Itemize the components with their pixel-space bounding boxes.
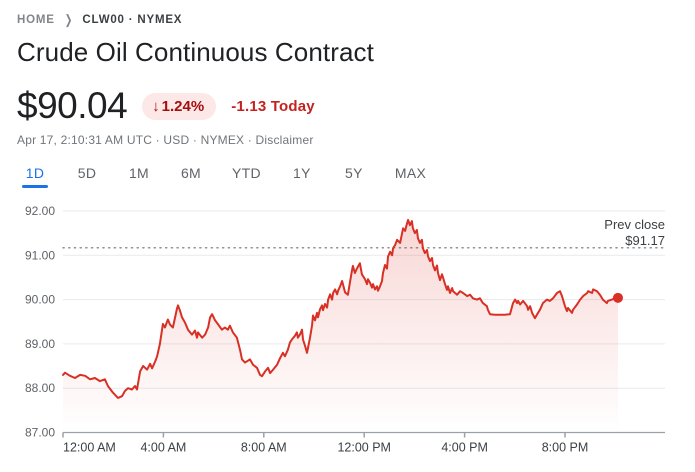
- prev-close-label: Prev close: [604, 217, 665, 232]
- y-axis-label: 92.00: [25, 204, 55, 218]
- change-badge: ↓ 1.24%: [142, 92, 217, 120]
- tab-1d[interactable]: 1D: [22, 161, 48, 188]
- chevron-right-icon: ❯: [64, 12, 73, 27]
- price-line: [62, 218, 619, 399]
- tab-1y[interactable]: 1Y: [293, 165, 311, 181]
- breadcrumb-home-link[interactable]: HOME: [17, 14, 55, 26]
- x-axis-label: 4:00 PM: [441, 441, 488, 455]
- tab-5y[interactable]: 5Y: [345, 165, 363, 181]
- tab-max[interactable]: MAX: [394, 165, 427, 181]
- y-axis-label: 88.00: [25, 381, 55, 395]
- x-axis-label: 8:00 AM: [241, 441, 287, 455]
- y-axis-label: 89.00: [25, 337, 55, 351]
- last-price-dot: [612, 292, 623, 303]
- price-row: $90.04 ↓ 1.24% -1.13 Today: [17, 85, 679, 127]
- tab-ytd[interactable]: YTD: [232, 165, 261, 181]
- y-axis-label: 90.00: [25, 293, 55, 307]
- price-area-fill: [63, 219, 618, 433]
- change-percent: 1.24%: [161, 97, 205, 115]
- breadcrumb: HOME ❯ CLW00 · NYMEX: [17, 12, 679, 28]
- disclaimer-link[interactable]: Disclaimer: [255, 133, 314, 147]
- x-axis-label: 12:00 PM: [337, 441, 391, 455]
- breadcrumb-symbol: CLW00 · NYMEX: [82, 14, 183, 26]
- chart-container: 92.00 91.00 90.00 89.00 88.00 87.00 12:00 AM 4:…: [0, 198, 695, 471]
- quote-meta: Apr 17, 2:10:31 AM UTC · USD · NYMEX · D…: [17, 133, 679, 147]
- current-price: $90.04: [17, 85, 128, 126]
- change-today: -1.13 Today: [231, 97, 315, 115]
- page-title: Crude Oil Continuous Contract: [17, 37, 374, 67]
- y-axis-label: 91.00: [25, 248, 55, 262]
- prev-close-value: $91.17: [625, 233, 665, 248]
- quote-meta-text: Apr 17, 2:10:31 AM UTC · USD · NYMEX ·: [17, 133, 256, 147]
- x-axis-label: 12:00 AM: [63, 441, 116, 455]
- tab-1m[interactable]: 1M: [128, 165, 150, 181]
- y-axis-label: 87.00: [25, 426, 55, 440]
- x-axis-label: 4:00 AM: [140, 441, 186, 455]
- tab-5d[interactable]: 5D: [77, 165, 97, 181]
- tab-6m[interactable]: 6M: [180, 165, 202, 181]
- down-arrow-icon: ↓: [152, 97, 160, 115]
- price-chart[interactable]: 92.00 91.00 90.00 89.00 88.00 87.00 12:00 AM 4:…: [0, 198, 695, 466]
- time-range-tabs: 1D 5D 1M 6M YTD 1Y 5Y MAX: [17, 161, 679, 188]
- x-axis-label: 8:00 PM: [542, 441, 589, 455]
